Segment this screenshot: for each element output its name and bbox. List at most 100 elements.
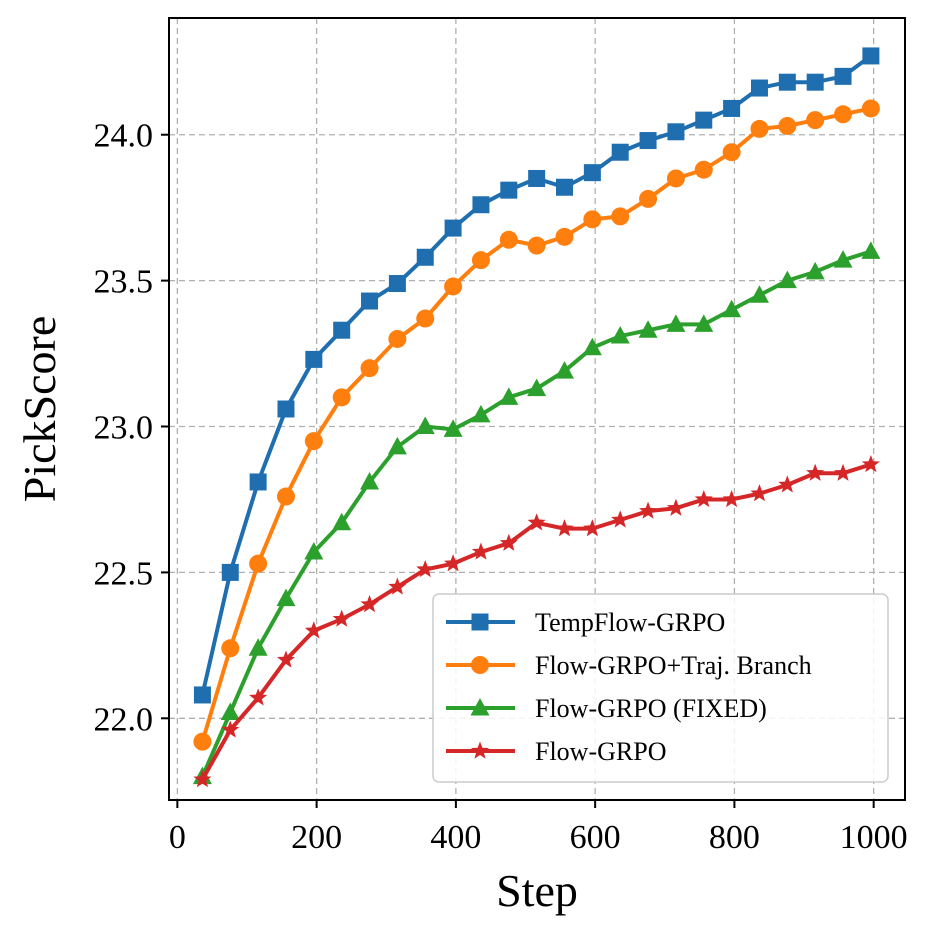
data-point xyxy=(806,111,825,130)
legend-marker xyxy=(470,698,490,716)
data-point xyxy=(387,436,407,455)
data-point xyxy=(777,270,797,289)
data-point xyxy=(834,67,852,85)
data-point xyxy=(471,251,490,270)
data-point xyxy=(611,143,629,161)
data-point xyxy=(778,475,797,493)
data-point xyxy=(471,404,491,423)
data-point xyxy=(666,498,685,516)
data-point xyxy=(415,416,435,435)
data-point xyxy=(722,489,741,508)
data-point xyxy=(805,261,825,280)
data-point xyxy=(556,178,574,196)
data-point xyxy=(667,123,685,141)
data-point xyxy=(639,501,658,519)
data-point xyxy=(750,484,769,502)
legend-box xyxy=(432,593,889,783)
x-tick-label: 0 xyxy=(169,819,186,856)
data-point xyxy=(722,299,742,318)
data-point xyxy=(416,309,435,328)
legend: TempFlow-GRPO Flow-GRPO+Traj. Branch Flow-… xyxy=(432,593,889,783)
series-group xyxy=(192,47,881,788)
data-point xyxy=(220,702,240,720)
y-tick-label: 22.0 xyxy=(94,701,154,738)
legend-label: Flow-GRPO xyxy=(535,737,666,766)
axis-ticks: 0 200 400 600 800 1000 22.0 22.5 23.0 23.5 24.0 xyxy=(94,118,908,856)
data-point xyxy=(833,250,853,268)
data-point xyxy=(527,513,546,531)
y-tick-label: 22.5 xyxy=(94,555,154,592)
data-point xyxy=(443,419,463,437)
data-point xyxy=(583,519,602,537)
data-point xyxy=(611,207,630,226)
series-tempflow-grpo xyxy=(193,47,880,704)
legend-label: Flow-GRPO+Traj. Branch xyxy=(535,651,812,680)
data-point xyxy=(304,621,323,639)
legend-item: TempFlow-GRPO xyxy=(446,608,725,637)
data-point xyxy=(806,73,824,91)
legend-marker xyxy=(471,656,489,674)
data-point xyxy=(611,510,630,528)
data-point xyxy=(806,463,825,481)
data-point xyxy=(639,132,657,150)
series-flow-grpo xyxy=(193,454,880,788)
data-point xyxy=(221,639,240,658)
legend-label: TempFlow-GRPO xyxy=(535,608,725,637)
data-point xyxy=(583,210,602,229)
data-point xyxy=(583,164,601,182)
data-point xyxy=(332,388,351,407)
data-point xyxy=(778,116,797,135)
data-point xyxy=(388,577,407,595)
data-point xyxy=(472,196,490,214)
data-point xyxy=(361,292,379,310)
series-flow-grpo-traj-branch xyxy=(193,99,880,751)
data-point xyxy=(695,111,713,129)
data-point xyxy=(193,770,212,788)
data-point xyxy=(723,99,741,117)
data-point xyxy=(249,554,268,573)
data-point xyxy=(444,277,463,296)
data-point xyxy=(862,47,880,65)
data-point xyxy=(694,160,713,179)
data-point xyxy=(332,609,351,627)
data-point xyxy=(861,241,881,259)
data-point xyxy=(471,542,490,560)
data-point xyxy=(249,688,268,706)
data-point xyxy=(694,489,713,508)
x-tick-label: 800 xyxy=(709,819,760,856)
data-point xyxy=(249,473,267,491)
data-point xyxy=(416,248,434,266)
data-point xyxy=(582,337,602,356)
legend-marker xyxy=(470,741,490,759)
data-point xyxy=(276,650,296,668)
data-point xyxy=(360,595,379,613)
legend-item: Flow-GRPO xyxy=(446,737,666,766)
data-point xyxy=(277,400,295,418)
data-point xyxy=(416,559,435,578)
data-point xyxy=(666,314,686,332)
data-point xyxy=(221,563,239,581)
plot-frame xyxy=(168,17,906,801)
x-tick-label: 600 xyxy=(570,819,621,856)
data-point xyxy=(834,105,853,124)
data-point xyxy=(304,541,324,560)
data-point xyxy=(305,350,323,368)
data-point xyxy=(749,285,769,303)
data-point xyxy=(750,79,768,97)
data-point xyxy=(833,463,853,481)
data-point xyxy=(499,230,518,249)
data-point xyxy=(276,487,295,506)
y-tick-label: 23.0 xyxy=(94,410,154,447)
data-point xyxy=(332,512,352,531)
y-tick-label: 24.0 xyxy=(94,118,154,155)
data-point xyxy=(444,219,462,237)
data-point xyxy=(750,119,769,138)
data-point xyxy=(527,378,547,397)
y-axis-title: PickScore xyxy=(14,316,65,503)
legend-item: Flow-GRPO (FIXED) xyxy=(446,694,767,723)
x-tick-label: 400 xyxy=(430,819,481,856)
data-point xyxy=(555,227,574,246)
data-point xyxy=(610,326,630,344)
data-point xyxy=(527,236,546,255)
